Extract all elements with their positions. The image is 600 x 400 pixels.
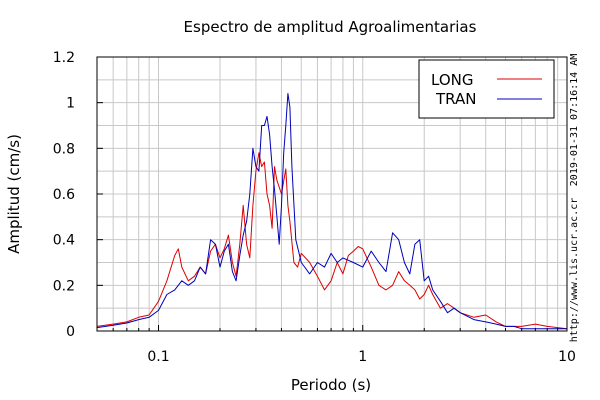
grid (97, 57, 567, 331)
series-layer (96, 93, 568, 330)
y-tick-label: 0.6 (53, 187, 75, 203)
x-tick-label: 0.1 (147, 349, 169, 365)
source-url-text: http://www.lis.ucr.ac.cr (569, 198, 580, 343)
x-axis-label: Periodo (s) (291, 376, 371, 394)
legend-box (418, 59, 555, 119)
chart-title: Espectro de amplitud Agroalimentarias (184, 18, 477, 36)
series-line-tran (96, 93, 567, 330)
x-tick-label: 1 (358, 349, 367, 365)
y-tick-label: 0 (66, 324, 75, 340)
y-tick-label: 1 (66, 96, 75, 112)
legend-label-long: LONG (431, 71, 473, 89)
x-tick-label: 10 (558, 349, 576, 365)
x-axis-ticks: 0.1 1 10 (112, 325, 576, 365)
y-tick-label: 1.2 (53, 50, 75, 66)
y-tick-label: 0.4 (53, 233, 75, 249)
y-tick-label: 0.2 (53, 278, 75, 294)
timestamp-text: 2019-01-31 07:16:14 AM (569, 54, 580, 186)
series-line-long (96, 152, 568, 330)
y-tick-label: 0.8 (53, 141, 75, 157)
legend: LONG TRAN (418, 59, 555, 119)
y-axis-label: Amplitud (cm/s) (5, 134, 23, 254)
y-axis-ticks: 0 0.2 0.4 0.6 0.8 1 1.2 (53, 50, 103, 340)
legend-label-tran: TRAN (435, 90, 476, 108)
